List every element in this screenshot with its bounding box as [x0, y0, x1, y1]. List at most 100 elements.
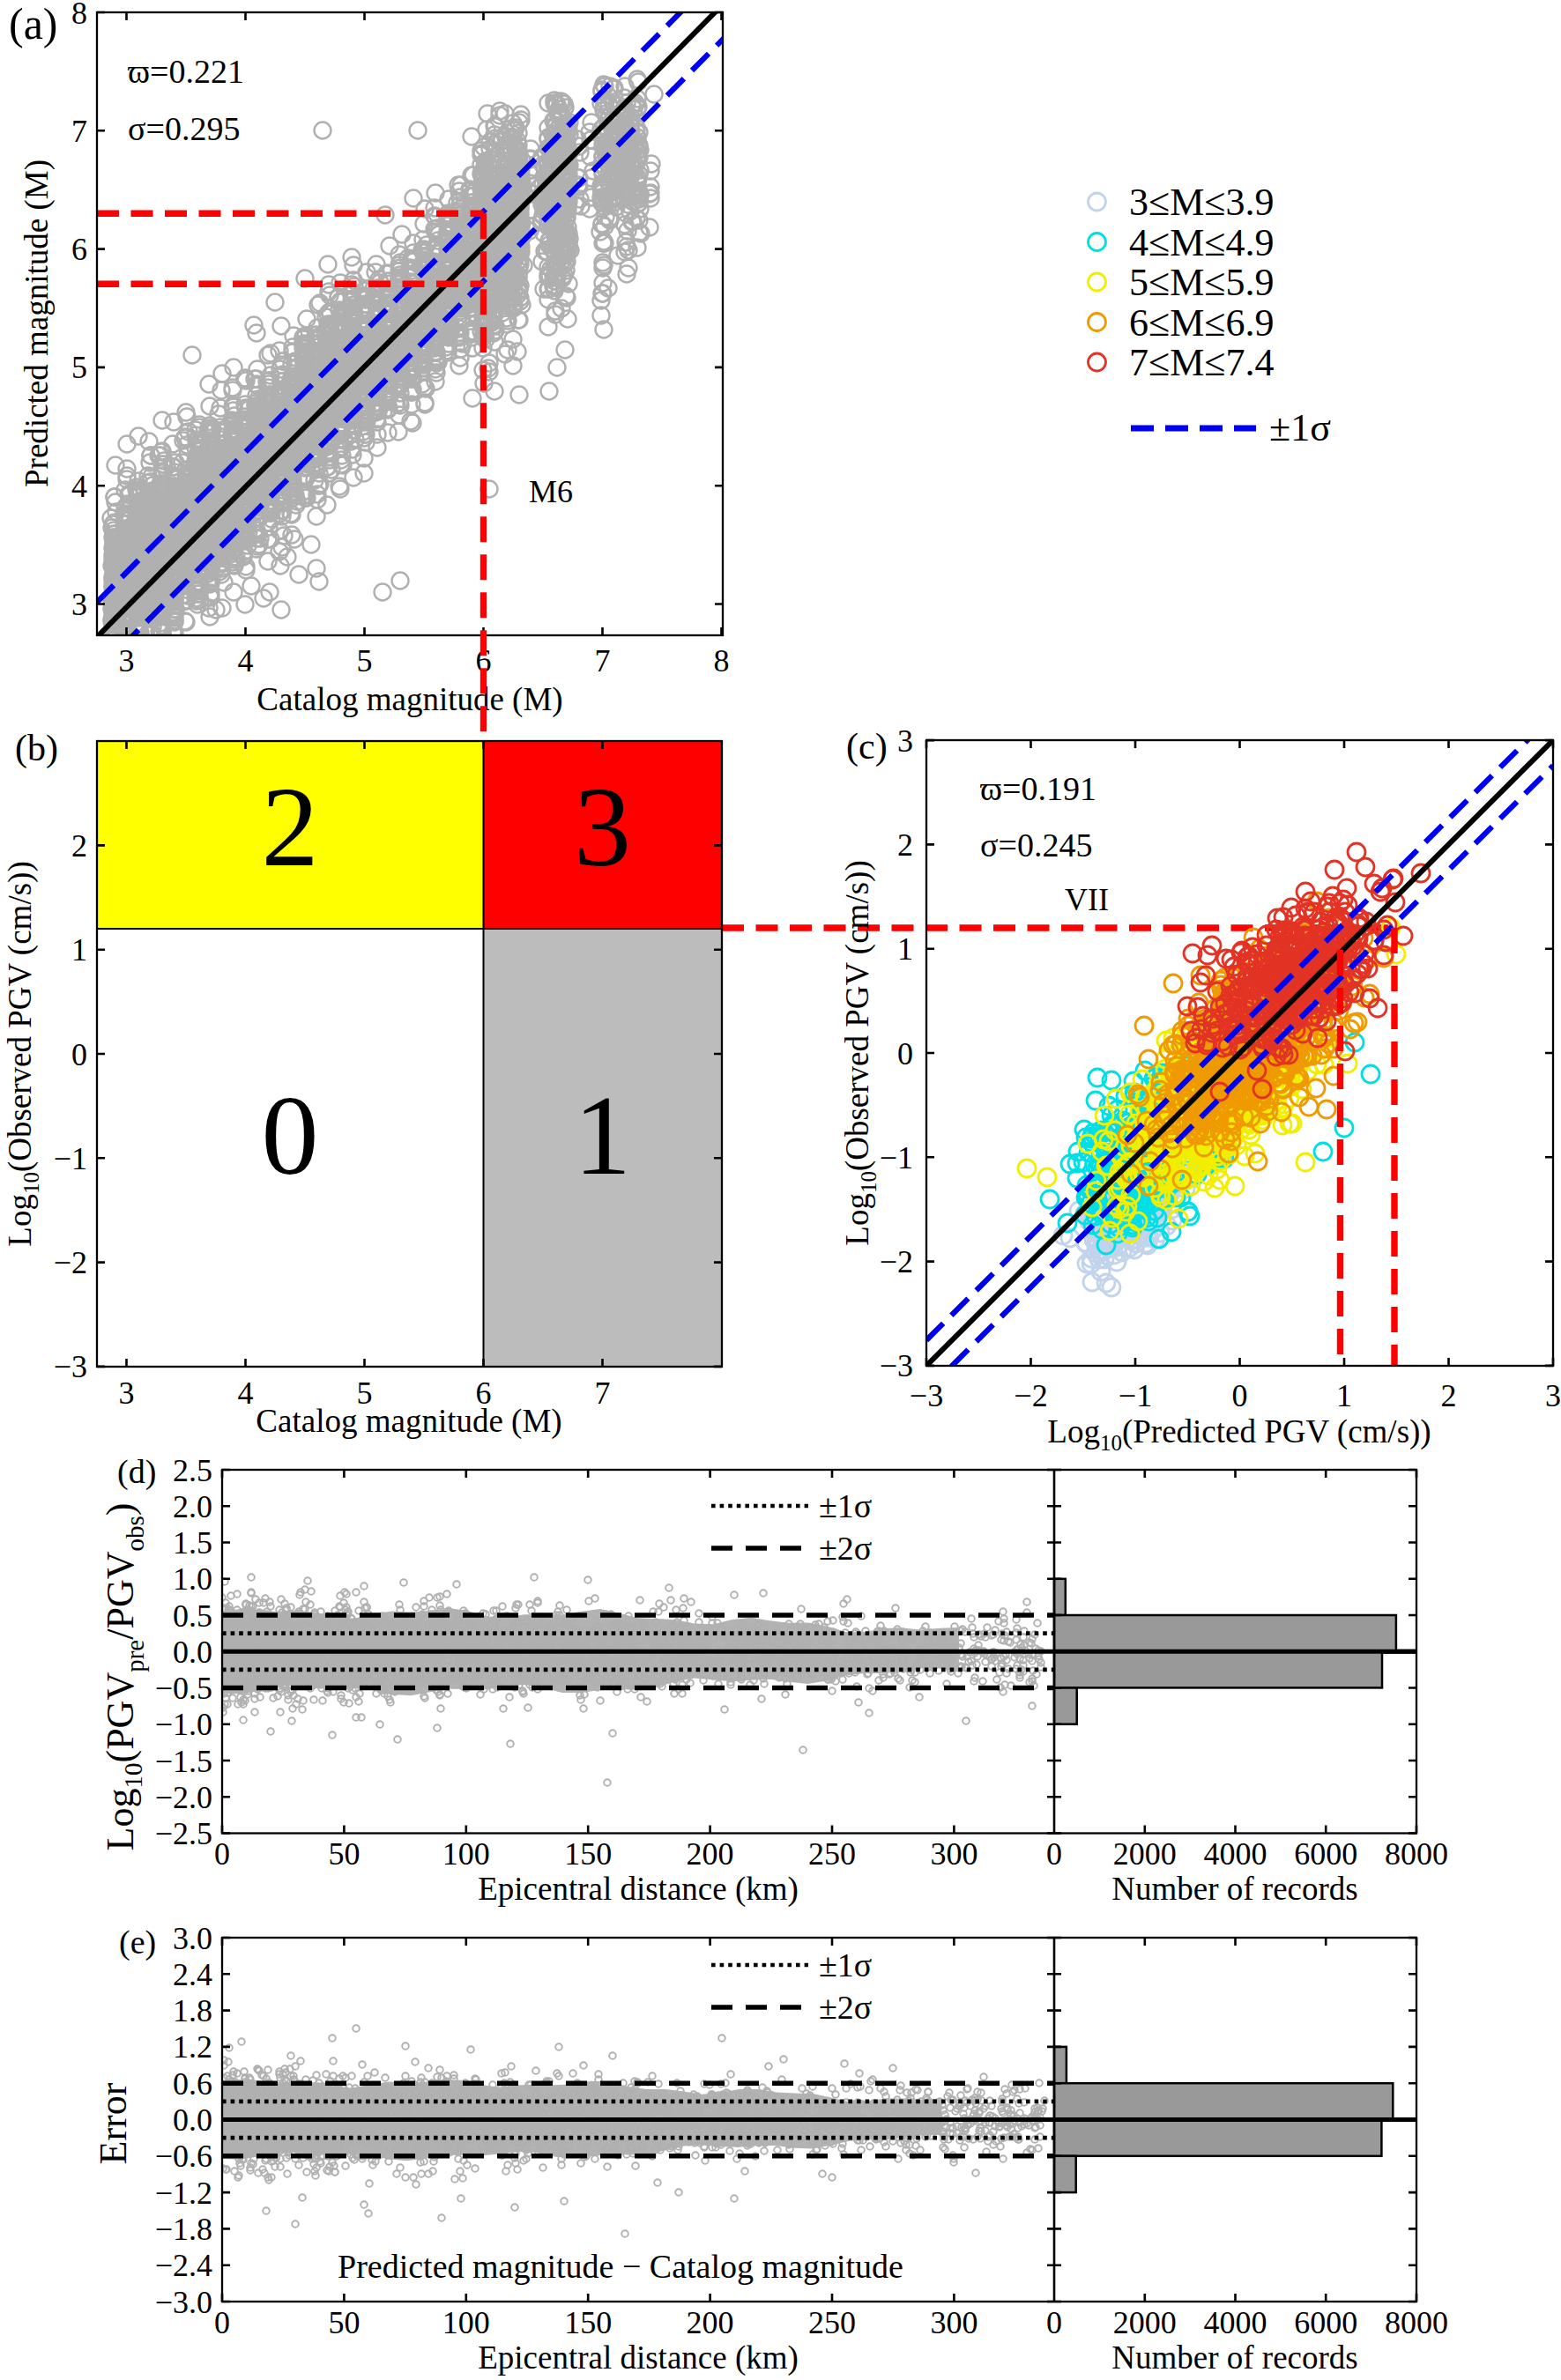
svg-text:2000: 2000	[1113, 2305, 1177, 2340]
svg-text:±1σ: ±1σ	[819, 1946, 872, 1983]
svg-text:8: 8	[714, 643, 730, 678]
svg-text:ϖ=0.191: ϖ=0.191	[980, 770, 1096, 807]
svg-text:±1σ: ±1σ	[819, 1487, 872, 1524]
svg-text:3: 3	[1545, 1378, 1561, 1413]
svg-text:4000: 4000	[1204, 2305, 1267, 2340]
svg-text:200: 200	[687, 1836, 734, 1872]
svg-text:0: 0	[262, 1071, 319, 1198]
svg-text:8000: 8000	[1385, 2305, 1448, 2340]
svg-text:0: 0	[214, 2305, 230, 2340]
svg-text:4: 4	[71, 469, 87, 504]
svg-text:−3: −3	[880, 1348, 913, 1383]
svg-text:7: 7	[71, 114, 87, 149]
svg-text:2: 2	[262, 763, 319, 890]
svg-text:4≤M≤4.9: 4≤M≤4.9	[1129, 221, 1274, 264]
svg-text:Epicentral distance (km): Epicentral distance (km)	[478, 1871, 799, 1908]
svg-text:6000: 6000	[1294, 2305, 1357, 2340]
svg-text:8: 8	[71, 0, 87, 31]
svg-text:3: 3	[71, 587, 87, 622]
svg-text:(b): (b)	[15, 728, 58, 769]
svg-text:4: 4	[238, 643, 254, 678]
svg-text:2.5: 2.5	[173, 1453, 212, 1488]
svg-text:Predicted magnitude − Catalog: Predicted magnitude − Catalog magnitude	[338, 2248, 903, 2285]
svg-text:±1σ: ±1σ	[1269, 406, 1331, 449]
svg-text:3≤M≤3.9: 3≤M≤3.9	[1129, 181, 1274, 224]
svg-text:(c): (c)	[846, 726, 888, 767]
svg-text:−2.0: −2.0	[155, 1780, 212, 1815]
svg-text:0.5: 0.5	[173, 1598, 212, 1634]
svg-text:100: 100	[442, 1836, 490, 1872]
svg-text:σ=0.245: σ=0.245	[980, 827, 1092, 864]
svg-text:−0.6: −0.6	[155, 2139, 212, 2174]
svg-text:300: 300	[930, 1836, 977, 1872]
svg-text:0.0: 0.0	[173, 1635, 212, 1670]
svg-text:2.0: 2.0	[173, 1489, 212, 1524]
svg-text:M6: M6	[529, 474, 573, 509]
svg-text:0: 0	[897, 1036, 913, 1071]
svg-text:0: 0	[214, 1836, 230, 1872]
svg-text:−1.2: −1.2	[155, 2176, 212, 2211]
svg-text:−2.5: −2.5	[155, 1816, 212, 1851]
svg-text:−0.5: −0.5	[155, 1671, 212, 1706]
svg-text:50: 50	[328, 1836, 360, 1872]
svg-text:−1: −1	[54, 1141, 87, 1176]
svg-text:−1: −1	[880, 1140, 913, 1175]
svg-text:4: 4	[238, 1375, 254, 1411]
svg-text:1: 1	[897, 931, 913, 967]
svg-text:5≤M≤5.9: 5≤M≤5.9	[1129, 261, 1274, 304]
svg-text:−2: −2	[880, 1244, 913, 1279]
svg-text:2000: 2000	[1113, 1836, 1177, 1872]
svg-text:−3: −3	[54, 1349, 87, 1384]
svg-text:Number of records: Number of records	[1111, 1871, 1357, 1907]
svg-text:−1.0: −1.0	[155, 1707, 212, 1742]
svg-text:5: 5	[71, 350, 87, 385]
svg-text:1: 1	[71, 932, 87, 968]
svg-text:(a): (a)	[9, 0, 58, 48]
svg-text:σ=0.295: σ=0.295	[128, 110, 240, 147]
svg-text:7≤M≤7.4: 7≤M≤7.4	[1129, 341, 1274, 384]
svg-text:0: 0	[71, 1037, 87, 1072]
svg-text:ϖ=0.221: ϖ=0.221	[128, 53, 244, 90]
svg-text:8000: 8000	[1385, 1836, 1448, 1872]
svg-text:−1.8: −1.8	[155, 2212, 212, 2247]
svg-text:3.0: 3.0	[173, 1921, 212, 1956]
svg-text:Error: Error	[92, 2082, 135, 2164]
svg-text:2: 2	[1441, 1378, 1457, 1413]
svg-text:−2: −2	[54, 1245, 87, 1280]
svg-text:3: 3	[119, 1375, 135, 1411]
svg-text:−2: −2	[1014, 1378, 1047, 1413]
svg-text:1.2: 1.2	[173, 2029, 212, 2065]
svg-text:Log10(PGVpre/PGVobs): Log10(PGVpre/PGVobs)	[99, 1503, 149, 1851]
svg-text:±2σ: ±2σ	[819, 1530, 872, 1567]
svg-text:0.0: 0.0	[173, 2102, 212, 2138]
svg-text:Predicted magnitude (M): Predicted magnitude (M)	[19, 159, 56, 487]
svg-text:3: 3	[119, 643, 135, 678]
svg-text:3: 3	[574, 763, 631, 890]
svg-text:5: 5	[357, 643, 373, 678]
svg-text:3: 3	[897, 723, 913, 759]
svg-text:VII: VII	[1065, 882, 1109, 917]
svg-text:0: 0	[1046, 1836, 1062, 1872]
svg-text:2: 2	[897, 827, 913, 863]
svg-text:100: 100	[442, 2305, 490, 2340]
svg-text:(d): (d)	[117, 1453, 156, 1491]
svg-text:1.0: 1.0	[173, 1561, 212, 1597]
svg-text:6: 6	[71, 232, 87, 267]
svg-text:Catalog magnitude (M): Catalog magnitude (M)	[256, 1403, 561, 1440]
svg-text:200: 200	[687, 2305, 734, 2340]
svg-text:250: 250	[808, 1836, 856, 1872]
svg-text:1: 1	[574, 1071, 631, 1198]
svg-text:7: 7	[595, 643, 611, 678]
svg-text:300: 300	[930, 2305, 977, 2340]
svg-text:−3: −3	[910, 1378, 943, 1413]
svg-text:150: 150	[564, 1836, 612, 1872]
svg-text:6≤M≤6.9: 6≤M≤6.9	[1129, 301, 1274, 345]
svg-text:4000: 4000	[1204, 1836, 1267, 1872]
svg-text:−2.4: −2.4	[155, 2248, 212, 2283]
svg-text:6000: 6000	[1294, 1836, 1357, 1872]
svg-text:1: 1	[1336, 1378, 1352, 1413]
svg-text:150: 150	[564, 2305, 612, 2340]
svg-text:±2σ: ±2σ	[819, 1989, 872, 2026]
svg-text:Catalog magnitude (M): Catalog magnitude (M)	[256, 681, 562, 718]
svg-text:7: 7	[595, 1375, 611, 1411]
